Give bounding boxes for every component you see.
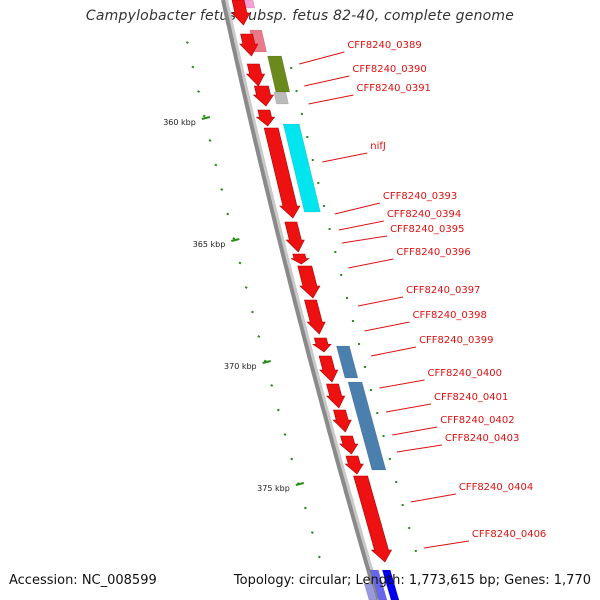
gene-label: CFF8240_0393	[383, 191, 457, 202]
gene-label-leader	[370, 346, 417, 357]
gene-label: CFF8240_0403	[445, 433, 519, 444]
feature-band-lightblue	[363, 583, 378, 600]
scale-tick-major	[231, 238, 240, 242]
scale-tick	[220, 188, 224, 191]
gene-label: CFF8240_0389	[347, 40, 421, 51]
scale-label: 370 kbp	[224, 362, 257, 371]
gene-label: CFF8240_0395	[390, 224, 464, 235]
map-title: Campylobacter fetus subsp. fetus 82-40, …	[85, 8, 515, 24]
scale-tick	[283, 433, 287, 436]
gene-label-leader	[385, 403, 432, 413]
scale-tick	[303, 506, 307, 510]
genome-backbone	[221, 0, 379, 600]
scale-tick-major	[295, 482, 305, 486]
scale-tick	[185, 41, 189, 44]
scale-tick	[317, 555, 321, 559]
scale-tick	[244, 286, 248, 289]
scale-tick-major	[262, 360, 271, 364]
gene-label-leader	[338, 220, 384, 231]
scale-tick	[310, 531, 314, 534]
gene-arrow	[338, 435, 359, 455]
scale-tick-major	[201, 116, 211, 120]
gene-arrow	[245, 63, 266, 87]
gene-label: CFF8240_0399	[419, 335, 493, 346]
scale-tick	[251, 310, 254, 314]
gene-arrow	[353, 475, 393, 563]
scale-tick	[276, 408, 280, 412]
gene-label-leader	[357, 296, 404, 307]
scale-tick	[226, 212, 230, 216]
gene-label-leader	[410, 493, 456, 503]
gene-label-leader	[392, 426, 438, 436]
topology-label: Topology: circular; Length: 1,773,615 bp…	[233, 573, 591, 588]
feature-band-steelblue	[347, 381, 387, 471]
gene-label: CFF8240_0390	[352, 64, 426, 75]
gene-arrow	[239, 33, 259, 57]
gene-arrow	[332, 409, 352, 433]
gene-label-leader	[334, 202, 380, 215]
gene-arrow	[252, 85, 275, 107]
gene-arrow	[318, 355, 339, 383]
gene-label-leader	[308, 94, 354, 105]
scale-tick	[232, 237, 236, 240]
scale-tick	[238, 261, 242, 265]
gene-arrow	[304, 299, 326, 335]
gene-label-leader	[379, 379, 425, 389]
gene-label-leader	[304, 75, 350, 87]
gene-label-leader	[322, 152, 368, 163]
gene-arrow	[231, 0, 251, 26]
gene-label-leader	[341, 235, 388, 244]
scale-tick	[208, 139, 212, 142]
feature-band-cyan	[282, 123, 321, 213]
gene-label: CFF8240_0402	[440, 415, 514, 426]
gene-label: CFF8240_0400	[428, 368, 502, 379]
gene-arrow	[284, 221, 305, 253]
gene-label-leader	[396, 444, 443, 453]
gene-label: CFF8240_0396	[396, 247, 470, 258]
scale-label: 360 kbp	[163, 118, 196, 127]
gene-label: nifJ	[370, 141, 386, 152]
accession-label: Accession: NC_008599	[9, 573, 157, 588]
gene-label: CFF8240_0404	[459, 482, 533, 493]
gene-label-leader	[423, 540, 469, 549]
gene-label: CFF8240_0397	[406, 285, 480, 296]
scale-tick	[197, 90, 200, 93]
gene-label: CFF8240_0391	[357, 83, 431, 94]
feature-band-olive	[267, 55, 291, 93]
gene-arrow	[263, 127, 301, 219]
scale-tick	[214, 163, 218, 167]
gene-label-leader	[348, 258, 394, 269]
feature-band-blue	[381, 569, 400, 600]
gene-arrow	[255, 109, 276, 127]
scale-tick	[191, 65, 195, 69]
scale-tick	[290, 457, 294, 461]
gene-label: CFF8240_0398	[413, 310, 487, 321]
feature-band-grey	[273, 91, 289, 105]
gene-arrow	[297, 265, 321, 299]
scale-label: 365 kbp	[193, 240, 226, 249]
feature-band-blue	[369, 569, 388, 600]
scale-label: 375 kbp	[257, 484, 290, 493]
gene-arrow	[290, 253, 310, 265]
scale-tick	[257, 335, 261, 338]
gene-label: CFF8240_0401	[434, 392, 508, 403]
gene-label-leader	[364, 321, 410, 332]
gene-label-leader	[299, 51, 345, 65]
scale-tick	[270, 384, 274, 387]
gene-arrow	[344, 455, 364, 475]
gene-arrow	[312, 337, 332, 353]
gene-arrow	[325, 383, 346, 409]
gene-label: CFF8240_0406	[472, 529, 546, 540]
scale-tick	[202, 114, 206, 118]
feature-band-steelblue	[336, 345, 359, 379]
gene-label: CFF8240_0394	[387, 209, 461, 220]
